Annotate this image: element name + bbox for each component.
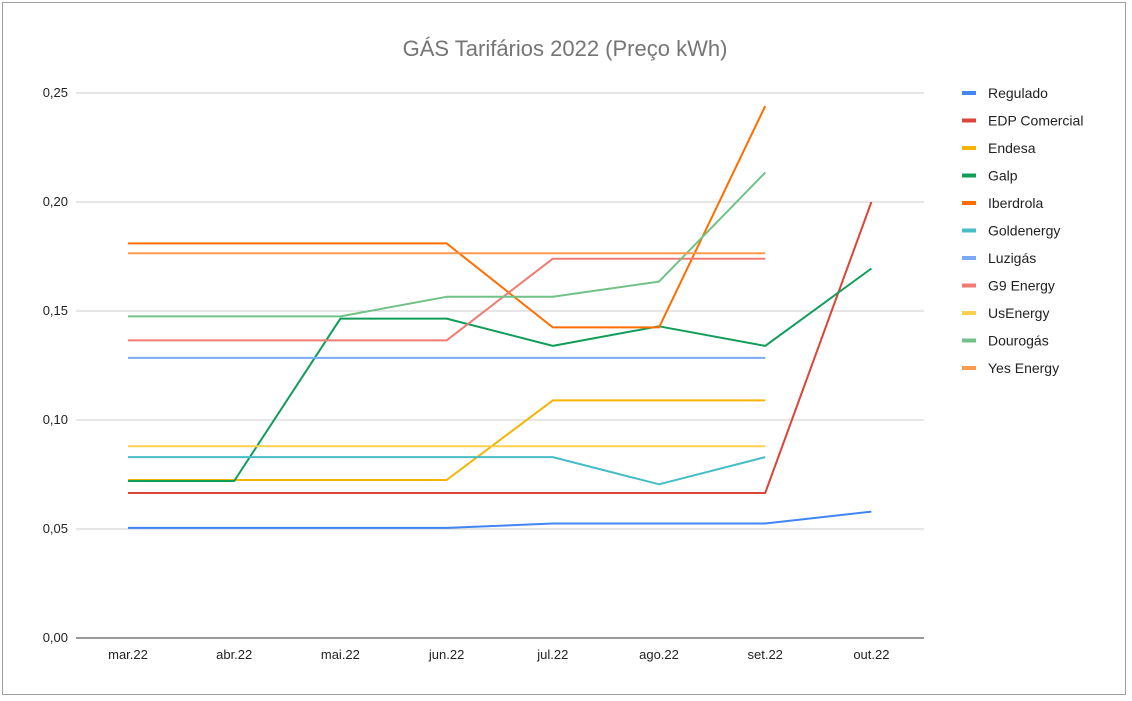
legend-label: Luzigás bbox=[988, 250, 1036, 266]
gridlines bbox=[76, 92, 924, 639]
legend-item: G9 Energy bbox=[962, 278, 1055, 294]
y-tick-label: 0,05 bbox=[43, 521, 68, 536]
chart-title: GÁS Tarifários 2022 (Preço kWh) bbox=[403, 36, 728, 61]
legend-label: Yes Energy bbox=[988, 360, 1059, 376]
x-tick-label: ago.22 bbox=[639, 647, 679, 662]
legend-label: Endesa bbox=[988, 140, 1036, 156]
legend-label: Dourogás bbox=[988, 333, 1049, 349]
legend-item: Galp bbox=[962, 168, 1018, 184]
series-lines bbox=[128, 105, 873, 529]
legend-item: EDP Comercial bbox=[962, 113, 1083, 129]
legend-item: UsEnergy bbox=[962, 305, 1049, 321]
legend-item: Endesa bbox=[962, 140, 1036, 156]
legend-swatch bbox=[962, 91, 976, 95]
x-tick-label: out.22 bbox=[853, 647, 889, 662]
y-tick-label: 0,15 bbox=[43, 303, 68, 318]
legend-label: Galp bbox=[988, 168, 1018, 184]
y-tick-label: 0,25 bbox=[43, 85, 68, 100]
series-line-endesa bbox=[128, 399, 766, 481]
legend-swatch bbox=[962, 118, 976, 123]
series-line-edp-comercial bbox=[128, 201, 873, 494]
series-line-iberdrola bbox=[128, 105, 767, 329]
series-line-galp bbox=[128, 267, 872, 482]
legend-label: UsEnergy bbox=[988, 305, 1049, 321]
legend-item: Regulado bbox=[962, 85, 1048, 101]
x-tick-label: abr.22 bbox=[216, 647, 252, 662]
x-tick-label: jun.22 bbox=[428, 647, 464, 662]
x-tick-label: set.22 bbox=[747, 647, 782, 662]
legend-swatch bbox=[962, 283, 976, 288]
y-tick-label: 0,00 bbox=[43, 630, 68, 645]
legend-item: Goldenergy bbox=[962, 223, 1060, 239]
legend-label: Iberdrola bbox=[988, 195, 1043, 211]
legend-item: Yes Energy bbox=[962, 360, 1059, 376]
legend-swatch bbox=[962, 173, 976, 178]
legend-swatch bbox=[962, 146, 976, 150]
legend-label: EDP Comercial bbox=[988, 113, 1083, 129]
x-tick-label: mar.22 bbox=[108, 647, 148, 662]
legend-item: Iberdrola bbox=[962, 195, 1043, 211]
legend-label: Regulado bbox=[988, 85, 1048, 101]
series-line-regulado bbox=[128, 510, 872, 529]
legend-label: G9 Energy bbox=[988, 278, 1055, 294]
legend-swatch bbox=[962, 228, 976, 233]
legend-item: Luzigás bbox=[962, 250, 1036, 266]
x-tick-label: mai.22 bbox=[321, 647, 360, 662]
y-tick-label: 0,20 bbox=[43, 194, 68, 209]
legend-swatch bbox=[962, 366, 976, 370]
x-tick-label: jul.22 bbox=[536, 647, 568, 662]
y-tick-label: 0,10 bbox=[43, 412, 68, 427]
x-axis-ticks: mar.22 abr.22 mai.22 jun.22 jul.22 ago.22 set.… bbox=[108, 647, 889, 662]
series-line-dourog-s bbox=[128, 171, 766, 318]
legend-label: Goldenergy bbox=[988, 223, 1060, 239]
legend-swatch bbox=[962, 256, 976, 260]
legend-swatch bbox=[962, 311, 976, 315]
y-axis-ticks: 0,00 0,05 0,10 0,15 0,20 0,25 bbox=[43, 85, 68, 645]
series-line-g9-energy bbox=[128, 257, 766, 342]
legend-swatch bbox=[962, 338, 976, 343]
legend: Regulado EDP Comercial Endesa Galp Iberdrola… bbox=[962, 85, 1083, 376]
legend-swatch bbox=[962, 201, 976, 205]
series-line-goldenergy bbox=[128, 456, 766, 486]
legend-item: Dourogás bbox=[962, 333, 1049, 349]
